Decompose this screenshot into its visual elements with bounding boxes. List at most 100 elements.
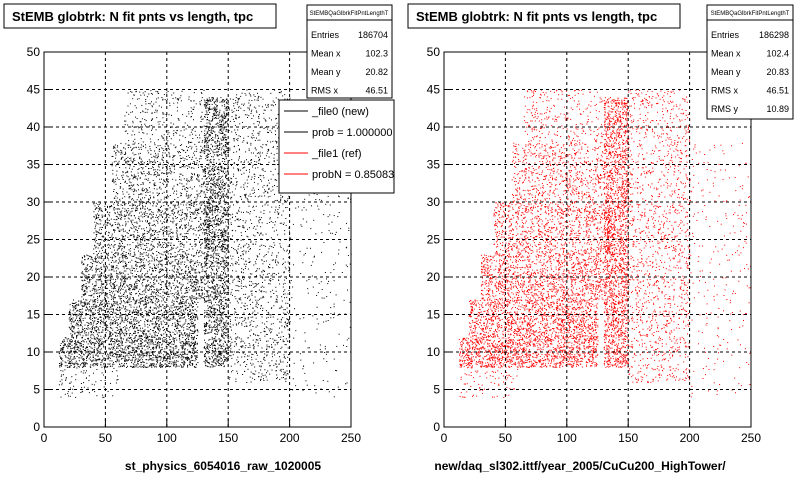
scatter-point <box>200 290 202 291</box>
scatter-point <box>151 291 153 293</box>
scatter-point <box>100 266 102 268</box>
scatter-point <box>158 241 160 243</box>
scatter-point <box>110 279 111 281</box>
scatter-point <box>189 296 191 298</box>
scatter-point <box>84 328 86 329</box>
scatter-point <box>168 314 170 316</box>
scatter-point <box>139 337 141 339</box>
scatter-point <box>135 275 137 277</box>
scatter-point <box>194 327 196 329</box>
scatter-point <box>163 339 165 341</box>
scatter-point <box>116 249 118 251</box>
scatter-point <box>93 293 95 295</box>
scatter-point <box>112 238 113 240</box>
scatter-point <box>124 329 126 331</box>
scatter-point <box>155 216 157 218</box>
scatter-point <box>113 255 115 257</box>
scatter-point <box>143 334 145 336</box>
scatter-point <box>87 337 89 339</box>
scatter-point <box>155 348 157 350</box>
scatter-point <box>159 337 161 339</box>
scatter-point <box>165 217 167 219</box>
scatter-point <box>92 354 94 356</box>
scatter-point <box>120 336 122 338</box>
scatter-point <box>129 288 131 290</box>
scatter-point <box>99 349 101 351</box>
scatter-point <box>183 237 185 239</box>
scatter-point <box>177 202 179 204</box>
scatter-point <box>108 301 110 303</box>
scatter-point <box>114 293 116 295</box>
scatter-point <box>99 322 101 324</box>
scatter-point <box>149 227 151 229</box>
scatter-point <box>158 216 160 218</box>
scatter-point <box>131 286 133 288</box>
scatter-point <box>200 218 202 220</box>
scatter-point <box>125 313 127 315</box>
scatter-point <box>86 359 88 361</box>
scatter-point <box>143 214 145 216</box>
scatter-point <box>194 255 196 257</box>
scatter-point <box>177 286 179 288</box>
scatter-point <box>167 357 169 359</box>
scatter-point <box>118 344 120 346</box>
scatter-point <box>113 297 115 299</box>
scatter-point <box>120 245 122 247</box>
scatter-point <box>101 341 103 343</box>
scatter-point <box>135 364 137 366</box>
scatter-point <box>168 162 169 164</box>
scatter-point <box>190 336 192 338</box>
scatter-point <box>160 349 161 351</box>
scatter-point <box>157 344 159 346</box>
scatter-point <box>126 175 128 177</box>
scatter-point <box>193 344 195 346</box>
scatter-point <box>107 256 108 258</box>
scatter-point <box>112 352 114 354</box>
scatter-point <box>150 320 152 322</box>
scatter-point <box>133 318 135 320</box>
scatter-point <box>119 326 121 328</box>
scatter-point <box>150 349 152 351</box>
scatter-point <box>128 346 130 348</box>
scatter-point <box>125 289 127 291</box>
scatter-point <box>140 361 142 363</box>
scatter-point <box>174 260 176 262</box>
scatter-point <box>98 205 99 207</box>
scatter-point <box>147 319 149 321</box>
scatter-point <box>156 214 157 216</box>
scatter-point <box>121 329 122 331</box>
scatter-point <box>150 329 152 330</box>
scatter-point <box>179 324 181 326</box>
scatter-point <box>122 344 124 346</box>
scatter-point <box>171 341 172 342</box>
scatter-point <box>174 329 176 330</box>
scatter-point <box>185 333 187 335</box>
scatter-point <box>130 342 132 344</box>
scatter-point <box>146 313 148 315</box>
scatter-point <box>148 311 149 313</box>
scatter-point <box>94 285 96 287</box>
scatter-point <box>164 329 165 330</box>
scatter-point <box>112 224 114 226</box>
scatter-point <box>184 261 186 263</box>
scatter-point <box>191 212 192 214</box>
scatter-point <box>161 281 162 283</box>
scatter-point <box>146 232 148 234</box>
scatter-point <box>140 309 142 311</box>
scatter-point <box>103 258 105 260</box>
scatter-point <box>184 332 186 334</box>
scatter-point <box>96 331 97 333</box>
scatter-point <box>100 242 101 244</box>
scatter-point <box>91 329 93 331</box>
scatter-point <box>178 295 180 296</box>
scatter-point <box>121 317 123 319</box>
scatter-point <box>82 306 84 307</box>
scatter-point <box>99 338 101 340</box>
scatter-point <box>189 275 191 277</box>
scatter-point <box>192 260 194 262</box>
scatter-point <box>101 366 103 368</box>
scatter-point <box>181 366 183 368</box>
scatter-point <box>198 286 200 288</box>
scatter-point <box>196 292 198 294</box>
